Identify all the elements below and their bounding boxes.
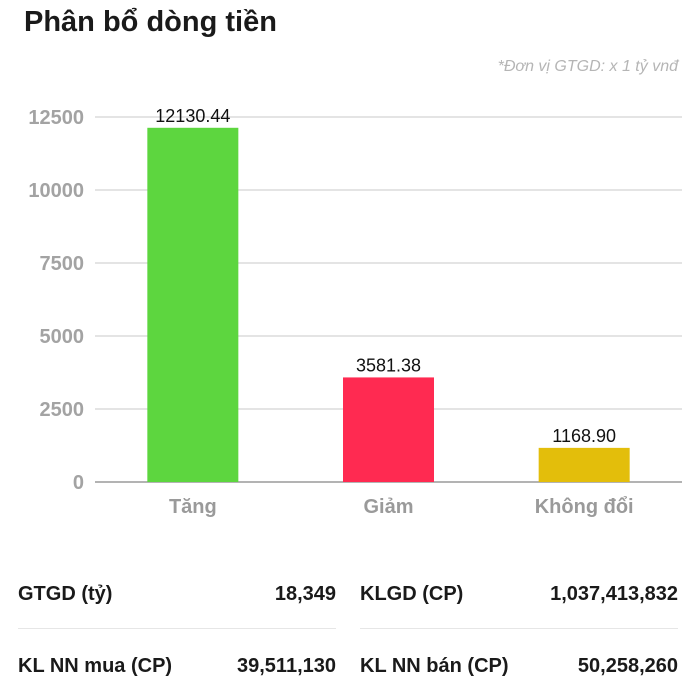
y-tick-label-5: 12500 xyxy=(28,107,84,129)
bar-3 xyxy=(538,447,630,482)
stats-row-1: GTGD (tỷ) 18,349 KLGD (CP) 1,037,413,832 xyxy=(18,564,682,624)
stat-nn-mua-value: 39,511,130 xyxy=(237,654,336,677)
bar-value-label-2: 3581.38 xyxy=(356,355,421,375)
stats-divider-right xyxy=(360,628,678,629)
stats-row-2: KL NN mua (CP) 39,511,130 KL NN bán (CP)… xyxy=(18,636,682,696)
bar-chart: 0 2500 5000 7500 10000 12500 12130.44 Tăng 3581.… xyxy=(28,106,682,518)
bar-value-label-1: 12130.44 xyxy=(155,106,230,126)
stat-gtgd-label: GTGD (tỷ) xyxy=(18,582,113,605)
y-tick-label-2: 5000 xyxy=(40,326,85,348)
y-tick-label-3: 7500 xyxy=(40,253,85,275)
stat-nn-mua-label: KL NN mua (CP) xyxy=(18,654,173,677)
stat-klgd-label: KLGD (CP) xyxy=(360,582,464,605)
bar-value-label-3: 1168.90 xyxy=(552,426,616,446)
stat-klgd: KLGD (CP) 1,037,413,832 xyxy=(360,564,678,624)
x-tick-label-3: Không đổi xyxy=(535,496,634,518)
y-tick-label-4: 10000 xyxy=(28,180,84,202)
stat-gtgd: GTGD (tỷ) 18,349 xyxy=(18,564,336,624)
stat-gtgd-value: 18,349 xyxy=(274,582,336,605)
stat-nn-ban: KL NN bán (CP) 50,258,260 xyxy=(360,636,678,696)
bar-2 xyxy=(343,377,434,482)
stat-nn-mua: KL NN mua (CP) 39,511,130 xyxy=(18,636,336,696)
chart-title: Phân bổ dòng tiền xyxy=(24,6,277,38)
bar-1 xyxy=(147,127,239,483)
unit-note: *Đơn vị GTGD: x 1 tỷ vnđ xyxy=(497,58,678,75)
stat-nn-ban-value: 50,258,260 xyxy=(577,654,678,677)
stats-divider-left xyxy=(18,628,336,629)
stat-klgd-value: 1,037,413,832 xyxy=(550,582,678,605)
x-tick-label-1: Tăng xyxy=(169,496,217,518)
x-tick-label-2: Giảm xyxy=(363,496,413,518)
y-tick-label-0: 0 xyxy=(73,472,84,494)
y-tick-label-1: 2500 xyxy=(40,399,85,421)
stat-nn-ban-label: KL NN bán (CP) xyxy=(360,654,509,677)
